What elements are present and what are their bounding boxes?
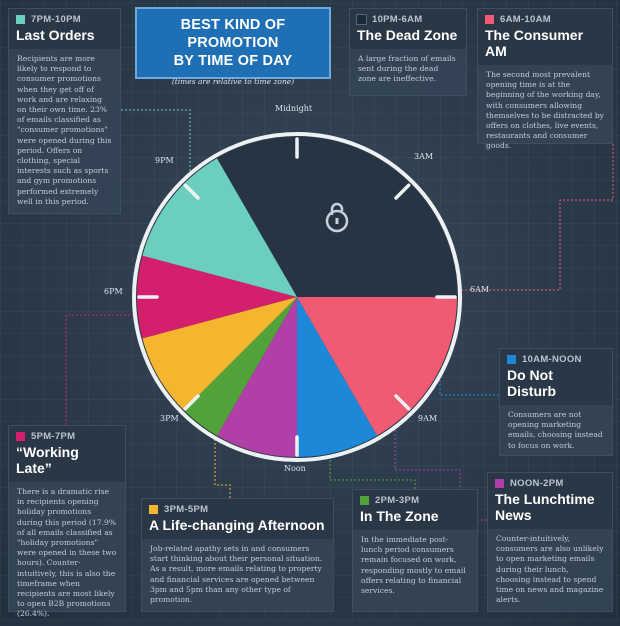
title-line-1: BEST KIND OF PROMOTION (180, 17, 286, 51)
clock-tick (394, 394, 411, 411)
teal-swatch (16, 15, 25, 24)
card-body: In the immediate post-lunch period consu… (361, 535, 466, 596)
clock-tick (183, 183, 200, 200)
card-working-late: 5PM-7PM “Working Late” There is a dramat… (8, 425, 126, 618)
blue-swatch (507, 355, 516, 364)
card-body: The second most prevalent opening time i… (486, 70, 604, 151)
card-title: The Dead Zone (357, 27, 458, 43)
card-body: Recipients are more likely to respond to… (17, 54, 112, 206)
clock-label-noon: Noon (284, 464, 306, 473)
lock-icon (325, 202, 349, 233)
card-body: Job-related apathy sets in and consumers… (150, 544, 323, 605)
connector-line (329, 450, 416, 489)
card-time: 5PM-7PM (31, 431, 76, 442)
card-time: 10AM-NOON (522, 354, 582, 365)
card-header: 3PM-5PM A Life-changing Afternoon (142, 499, 333, 539)
card-title: The Lunchtime News (495, 491, 595, 523)
clock-tick (394, 183, 411, 200)
card-time: 10PM-6AM (372, 14, 423, 25)
card-body: There is a dramatic rise in recipients o… (17, 487, 117, 619)
card-body: A large fraction of emails sent during t… (358, 54, 456, 84)
card-life-changing-afternoon: 3PM-5PM A Life-changing Afternoon Job-re… (141, 498, 334, 612)
clock-label-3pm: 3PM (160, 414, 179, 423)
clock-slice-6am-10am (297, 297, 457, 436)
title-line-2: BY TIME OF DAY (173, 53, 293, 69)
purple-swatch (495, 479, 504, 488)
clock-slice-10pm-6am (217, 136, 457, 297)
clock-label-6am: 6AM (470, 285, 490, 294)
magenta-swatch (16, 432, 25, 441)
yellow-swatch (149, 505, 158, 514)
card-lunchtime-news: NOON-2PM The Lunchtime News Counter-intu… (487, 472, 613, 612)
clock-slice-2pm-3pm (183, 297, 297, 436)
clock-slice-3pm-5pm (142, 297, 297, 411)
connector-line (439, 360, 499, 396)
clock-label-midnight: Midnight (275, 104, 313, 113)
card-in-the-zone: 2PM-3PM In The Zone In the immediate pos… (352, 489, 478, 612)
card-header: 5PM-7PM “Working Late” (9, 426, 125, 482)
title-subtitle: (times are relative to time zone) (171, 77, 295, 86)
card-do-not-disturb: 10AM-NOON Do Not Disturb Consumers are n… (499, 348, 613, 456)
card-header: NOON-2PM The Lunchtime News (488, 473, 612, 529)
clock-slice-5pm-7pm (137, 255, 297, 339)
card-time: NOON-2PM (510, 478, 564, 489)
green-swatch (360, 496, 369, 505)
navy-swatch (356, 14, 367, 25)
card-time: 2PM-3PM (375, 495, 420, 506)
clock-tick (183, 394, 200, 411)
infographic-title: BEST KIND OF PROMOTION BY TIME OF DAY (t… (135, 7, 331, 86)
connector-line (121, 109, 191, 175)
card-header: 10PM-6AM The Dead Zone (350, 9, 466, 49)
card-time: 6AM-10AM (500, 14, 551, 25)
connector-line (460, 144, 614, 291)
clock-slice-7pm-10pm (142, 158, 297, 297)
card-header: 7PM-10PM Last Orders (9, 9, 120, 49)
card-last-orders: 7PM-10PM Last Orders Recipients are more… (8, 8, 121, 214)
pink-swatch (485, 15, 494, 24)
card-body: Consumers are not opening marketing emai… (508, 410, 603, 450)
card-title: The Consumer AM (485, 27, 584, 59)
card-title: A Life-changing Afternoon (149, 517, 325, 533)
connector-line (214, 420, 231, 498)
card-time: 7PM-10PM (31, 14, 81, 25)
clock-label-3am: 3AM (414, 152, 434, 161)
card-title: Do Not Disturb (507, 367, 556, 399)
card-dead-zone: 10PM-6AM The Dead Zone A large fraction … (349, 8, 467, 96)
card-title: Last Orders (16, 27, 95, 43)
card-body: Counter-intuitively, consumers are also … (496, 534, 604, 605)
clock-slice-10am-noon (297, 297, 377, 457)
clock-label-6pm: 6PM (104, 287, 123, 296)
card-consumer-am: 6AM-10AM The Consumer AM The second most… (477, 8, 613, 150)
card-time: 3PM-5PM (164, 504, 209, 515)
card-header: 10AM-NOON Do Not Disturb (500, 349, 612, 405)
clock-label-9pm: 9PM (155, 156, 174, 165)
clock-slice-noon-2pm (217, 297, 297, 457)
card-header: 6AM-10AM The Consumer AM (478, 9, 612, 65)
card-title: In The Zone (360, 508, 439, 524)
clock-label-9am: 9AM (418, 414, 438, 423)
connector-line (65, 314, 142, 425)
card-title: “Working Late” (16, 444, 79, 476)
card-header: 2PM-3PM In The Zone (353, 490, 477, 530)
